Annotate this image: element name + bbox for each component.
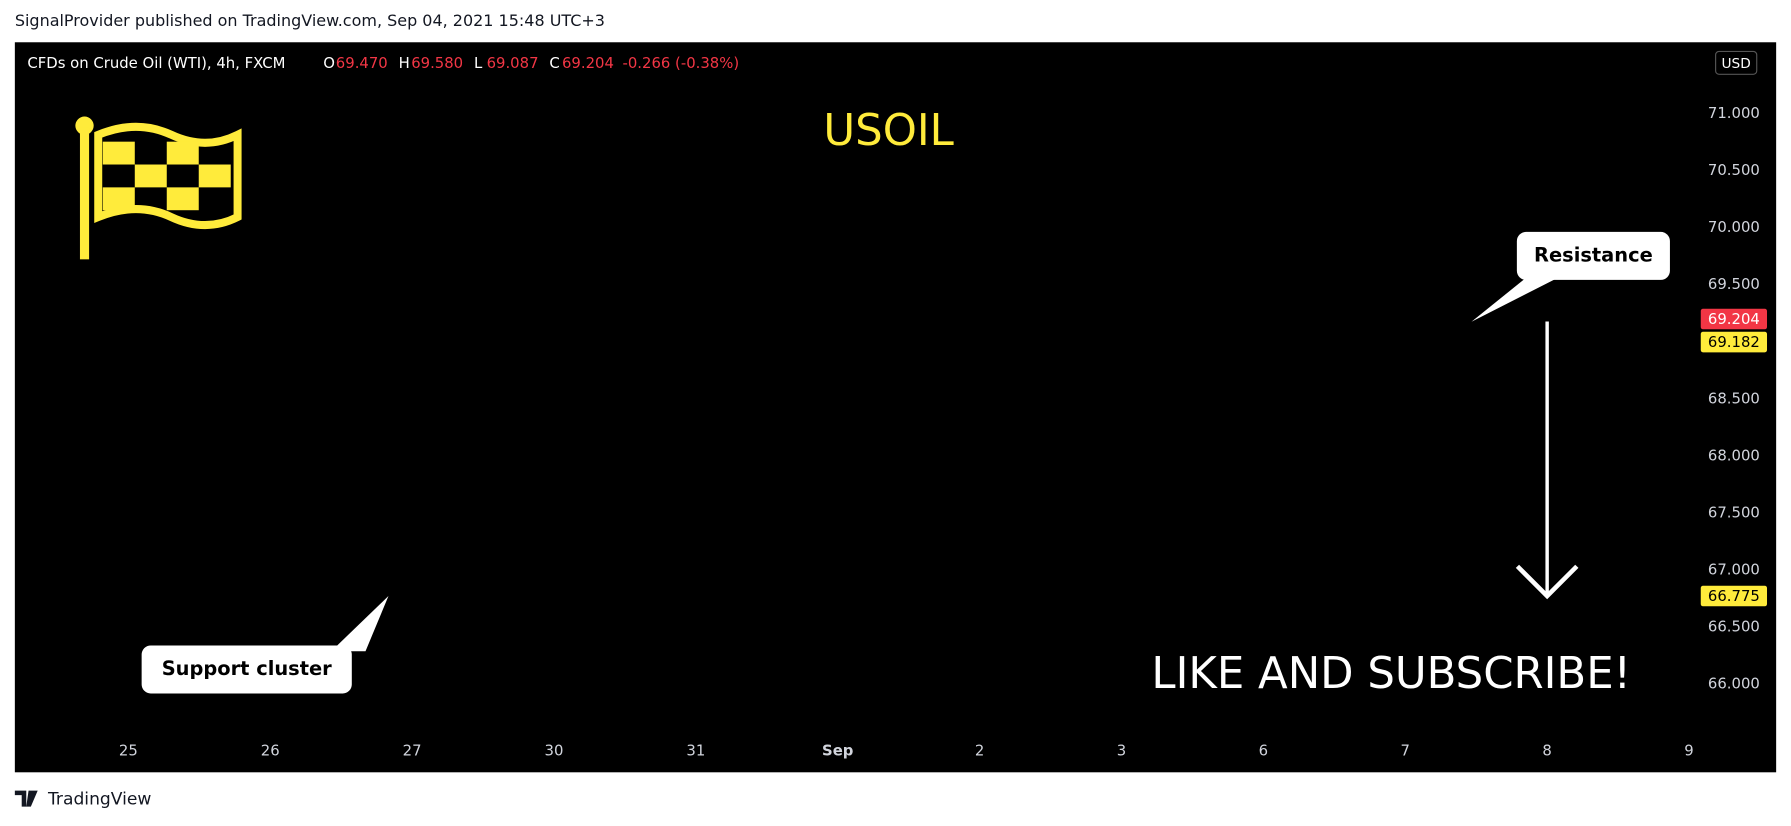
ohlc-key: O	[323, 54, 335, 72]
price-label-box	[1700, 585, 1768, 607]
x-tick-label: Sep	[822, 742, 853, 760]
flag-icon	[75, 116, 242, 260]
x-tick-label: 27	[403, 742, 422, 760]
x-tick-label: 8	[1542, 742, 1551, 760]
footer-logo	[14, 790, 38, 807]
ohlc-key: H	[399, 54, 410, 72]
x-tick-label: 30	[545, 742, 564, 760]
x-tick-label: 6	[1259, 742, 1268, 760]
y-tick-label: 70.000	[1708, 218, 1760, 236]
change: -0.266 (-0.38%)	[623, 54, 740, 72]
callout-box	[1516, 231, 1670, 280]
published-line: SignalProvider published on TradingView.…	[15, 11, 605, 30]
x-tick-label: 7	[1401, 742, 1410, 760]
chart-title: USOIL	[823, 106, 953, 156]
ohlc-key: C	[549, 54, 559, 72]
x-tick-label: 25	[119, 742, 138, 760]
price-label-box	[1700, 308, 1768, 330]
symbol: CFDs on Crude Oil (WTI), 4h, FXCM	[27, 54, 285, 72]
ohlc-key: L	[474, 54, 483, 72]
y-tick-label: 66.000	[1708, 674, 1760, 692]
callout-label: Resistance	[1534, 243, 1653, 266]
ohlc-value: 69.204	[562, 54, 614, 72]
y-tick-label: 66.500	[1708, 617, 1760, 635]
y-tick-label: 67.500	[1708, 503, 1760, 521]
currency-box	[1715, 50, 1758, 75]
x-tick-label: 2	[975, 742, 984, 760]
y-tick-label: 71.000	[1708, 104, 1760, 122]
price-label: 69.182	[1708, 333, 1760, 351]
price-label-box	[1700, 331, 1768, 353]
y-tick-label: 70.500	[1708, 161, 1760, 179]
price-label: 66.775	[1708, 587, 1760, 605]
callout-box	[141, 645, 352, 694]
y-tick-label: 69.500	[1708, 275, 1760, 293]
ohlc-value: 69.580	[411, 54, 463, 72]
footer-brand: TradingView	[47, 790, 151, 810]
y-tick-label: 68.000	[1708, 446, 1760, 464]
y-tick-label: 68.500	[1708, 389, 1760, 407]
ohlc-value: 69.087	[487, 54, 539, 72]
y-tick-label: 67.000	[1708, 560, 1760, 578]
callout-tail	[331, 596, 389, 652]
price-label: 69.204	[1708, 310, 1760, 328]
x-tick-label: 26	[261, 742, 280, 760]
currency: USD	[1722, 56, 1751, 72]
callout-label: Support cluster	[162, 657, 332, 680]
arrow-head	[1515, 564, 1579, 600]
x-tick-label: 9	[1684, 742, 1693, 760]
overlay: 66.000 66.500 67.000 67.500 68.000 68.500 69.0…	[119, 54, 1768, 760]
ohlc-value: 69.470	[336, 54, 388, 72]
x-tick-label: 31	[686, 742, 705, 760]
x-tick-label: 3	[1117, 742, 1126, 760]
annotation: LIKE AND SUBSCRIBE!	[1151, 649, 1631, 699]
